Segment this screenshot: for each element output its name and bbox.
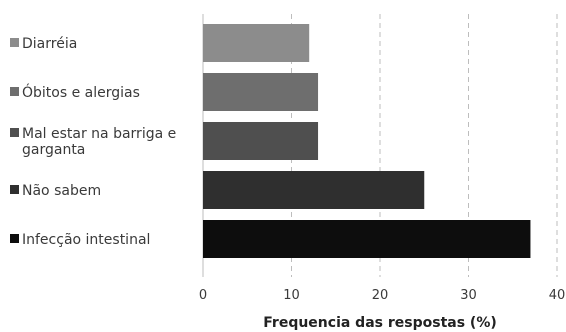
category-label-1: Diarréia: [22, 36, 77, 52]
legend-swatch-4: [10, 185, 19, 194]
bar-4: [203, 171, 425, 209]
bar-2: [203, 73, 319, 111]
category-label-2: Óbitos e alergias: [22, 83, 140, 101]
category-label-4: Não sabem: [22, 183, 101, 199]
x-tick-label: 30: [460, 288, 477, 303]
legend: Diarréia Óbitos e alergias Mal estar na ba…: [10, 36, 176, 248]
category-label-3: Mal estar na barriga e garganta: [22, 126, 176, 158]
category-label-5: Infecção intestinal: [22, 232, 150, 248]
x-tick-label: 40: [549, 288, 566, 303]
x-axis-title: Frequencia das respostas (%): [263, 315, 497, 331]
x-tick-label: 10: [283, 288, 300, 303]
bars: [203, 24, 531, 258]
bar-5: [203, 220, 531, 258]
bar-3: [203, 122, 319, 160]
legend-swatch-2: [10, 87, 19, 96]
legend-swatch-5: [10, 234, 19, 243]
bar-1: [203, 24, 310, 62]
x-tick-label: 0: [199, 288, 207, 303]
legend-swatch-1: [10, 38, 19, 47]
x-tick-label: 20: [372, 288, 389, 303]
x-axis-ticks: 0 10 20 30 40: [199, 288, 565, 303]
legend-swatch-3: [10, 128, 19, 137]
